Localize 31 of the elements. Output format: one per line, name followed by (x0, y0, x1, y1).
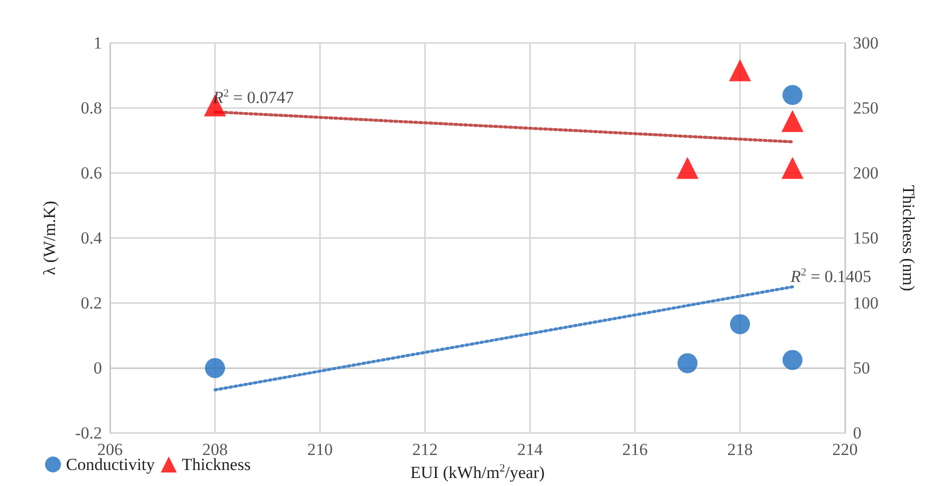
point (782, 85, 802, 106)
y2-tick-label: 100 (853, 294, 878, 313)
y2-tick-label: 50 (853, 358, 870, 378)
y2-tick-label: 150 (853, 228, 878, 248)
point (729, 59, 751, 82)
x-tick-label: 214 (517, 440, 544, 460)
y2-axis-title: Thickness (nm) (899, 184, 918, 292)
x-tick-label: 210 (307, 440, 333, 460)
y2-tick-label: 250 (853, 98, 878, 118)
x-tick-label: 212 (412, 440, 438, 460)
point (205, 358, 225, 378)
y-tick-label: -0.2 (75, 424, 102, 443)
y2-tick-label: 300 (853, 34, 878, 52)
x-tick-label: 220 (832, 440, 858, 460)
y-tick-label: 1 (94, 34, 102, 52)
y-tick-label: 0.4 (80, 228, 102, 248)
y-tick-label: 0 (94, 358, 102, 378)
y2-tick-label: 200 (853, 164, 878, 183)
y-tick-label: 0.6 (80, 164, 102, 183)
x-tick-label: 218 (727, 440, 753, 460)
point (678, 353, 698, 374)
point (676, 156, 698, 179)
y-tick-label: 0.2 (80, 294, 102, 313)
point (782, 156, 804, 179)
x-tick-label: 216 (622, 440, 648, 460)
point (782, 350, 802, 370)
y-tick-label: 0.8 (80, 98, 102, 118)
y2-tick-label: 0 (853, 424, 862, 443)
point (730, 314, 750, 334)
point (782, 110, 804, 132)
y-axis-title: λ (W/m.K) (40, 200, 59, 276)
